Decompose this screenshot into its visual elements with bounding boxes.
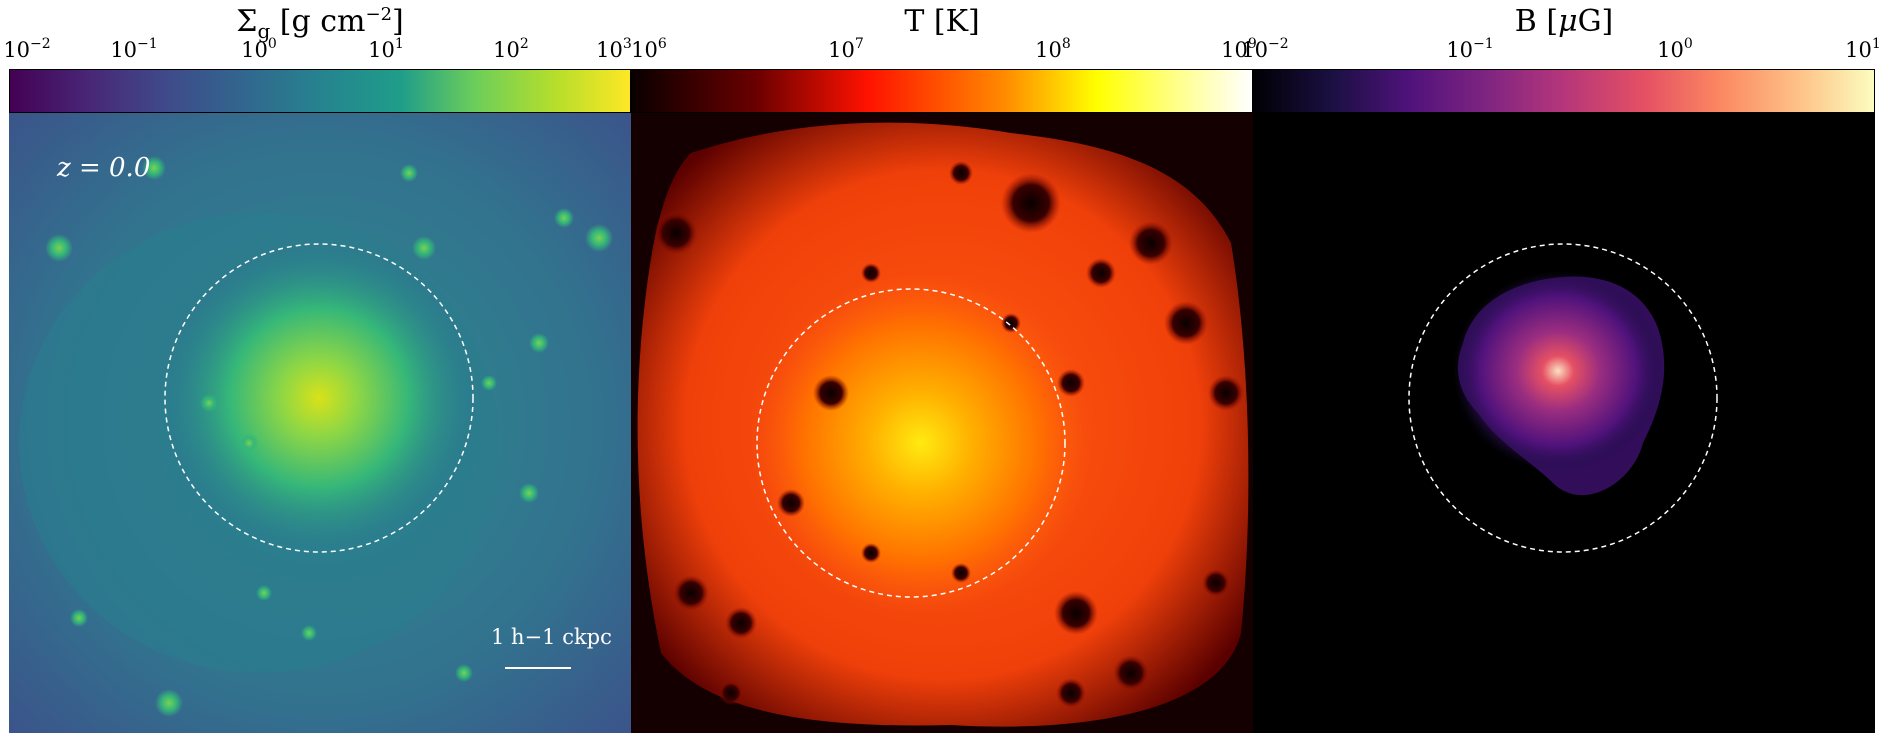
temperature-map [631, 113, 1253, 733]
colorbar-tick-label: 100 [1657, 36, 1693, 62]
colorbar-hot [631, 69, 1253, 113]
virial-radius-circle [1408, 243, 1718, 553]
redshift-label: z = 0.0 [57, 153, 151, 183]
colorbar-tick-label: 100 [241, 36, 277, 62]
colorbar-tick-label: 101 [1845, 36, 1880, 62]
colorbar-tick-label: 107 [828, 36, 864, 62]
virial-radius-circle [756, 288, 1066, 598]
magnetic-field-panel: B [μG] 10−2 10−1 100 101 [1241, 0, 1880, 741]
colorbar-tick-label: 102 [493, 36, 529, 62]
virial-radius-circle [164, 243, 474, 553]
colorbar-tick-label: 10−1 [1446, 36, 1494, 62]
temperature-panel: T [K] 106 107 108 109 [631, 0, 1257, 741]
colorbar-tick-label: 108 [1035, 36, 1071, 62]
scalebar-label: 1 h−1 ckpc [491, 625, 612, 649]
colorbar-magma [1253, 69, 1875, 113]
colorbar-tick-label: 101 [368, 36, 404, 62]
gas-density-panel: Σg [g cm−2] 10−2 10−1 100 101 102 103 [3, 0, 632, 741]
colorbar-tick-label: 10−2 [1241, 36, 1289, 62]
colorbar-tick-label: 106 [631, 36, 667, 62]
colorbar-tick-label: 109 [1221, 36, 1257, 62]
colorbar-title-temperature: T [K] [904, 4, 980, 39]
colorbar-tick-label: 10−1 [110, 36, 158, 62]
colorbar-tick-label: 103 [596, 36, 632, 62]
colorbar-viridis [9, 69, 631, 113]
colorbar-title-gas-density: Σg [g cm−2] [236, 4, 404, 43]
gas-density-map [9, 113, 631, 733]
colorbar-title-magnetic-field: B [μG] [1514, 4, 1614, 39]
colorbar-tick-label: 10−2 [3, 36, 51, 62]
magnetic-field-map [1253, 113, 1875, 733]
scalebar-line [505, 667, 571, 669]
